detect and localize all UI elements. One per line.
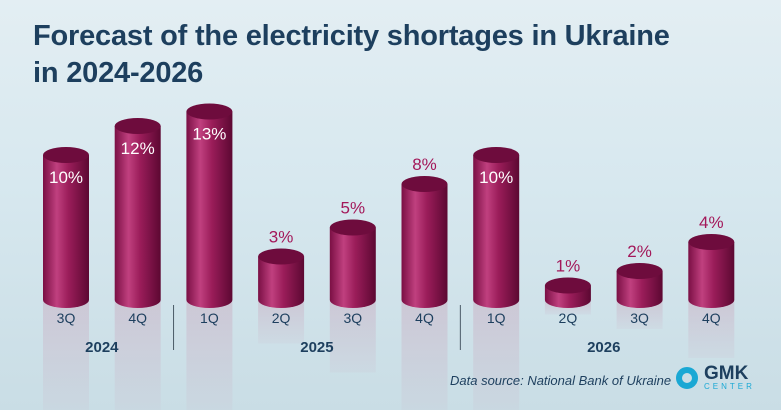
data-label: 4%: [699, 213, 724, 232]
quarter-label: 3Q: [343, 310, 362, 326]
quarter-label: 2Q: [559, 310, 578, 326]
chart-title: Forecast of the electricity shortages in…: [33, 18, 670, 92]
bar-reflection: [114, 300, 161, 410]
bar-reflection: [473, 300, 520, 410]
quarter-label: 1Q: [200, 310, 219, 326]
year-label: 2026: [587, 339, 620, 356]
quarter-label: 3Q: [630, 310, 649, 326]
bar-top: [43, 147, 89, 163]
bar-top: [114, 118, 161, 134]
bar: [258, 256, 305, 308]
gmk-logo: GMK CENTER: [676, 364, 755, 391]
title-line-1: Forecast of the electricity shortages in…: [33, 20, 670, 52]
bar-top: [329, 219, 376, 236]
data-label: 3%: [269, 228, 294, 247]
bar: [114, 126, 161, 308]
quarter-label: 4Q: [128, 310, 147, 326]
quarter-label: 3Q: [57, 310, 76, 326]
data-label: 10%: [479, 168, 513, 187]
logo-sub: CENTER: [704, 382, 755, 391]
bar-reflection: [688, 300, 735, 358]
title-line-2: in 2024-2026: [33, 57, 204, 89]
bar: [186, 111, 233, 308]
data-label: 1%: [556, 257, 581, 276]
bar-reflection: [329, 300, 376, 373]
bar: [401, 184, 448, 308]
year-label: 2024: [85, 339, 119, 356]
bar-top: [616, 263, 663, 279]
bar: [473, 155, 520, 308]
logo-name: GMK: [704, 363, 749, 384]
bar: [688, 242, 735, 308]
data-label: 12%: [121, 139, 155, 158]
bar-top: [688, 234, 735, 250]
data-source: Data source: National Bank of Ukraine: [450, 373, 672, 388]
bar-top: [544, 277, 591, 294]
bar-top: [186, 103, 233, 120]
bar-top: [473, 147, 520, 163]
data-label: 5%: [341, 199, 366, 218]
quarter-label: 4Q: [415, 310, 434, 326]
data-label: 10%: [49, 168, 83, 187]
bar: [329, 227, 376, 308]
data-label: 13%: [192, 125, 226, 144]
bar-top: [258, 248, 305, 265]
quarter-label: 1Q: [487, 310, 506, 326]
bar-reflection: [401, 300, 448, 410]
data-label: 8%: [412, 155, 437, 174]
bar: [616, 271, 663, 308]
data-label: 2%: [627, 242, 652, 261]
bar-reflection: [43, 300, 89, 410]
bar: [43, 155, 89, 308]
year-label: 2025: [300, 339, 333, 356]
quarter-label: 2Q: [272, 310, 291, 326]
bar-reflection: [186, 300, 233, 410]
quarter-label: 4Q: [702, 310, 721, 326]
logo-ring-icon: [676, 366, 698, 389]
bar-top: [401, 176, 448, 192]
